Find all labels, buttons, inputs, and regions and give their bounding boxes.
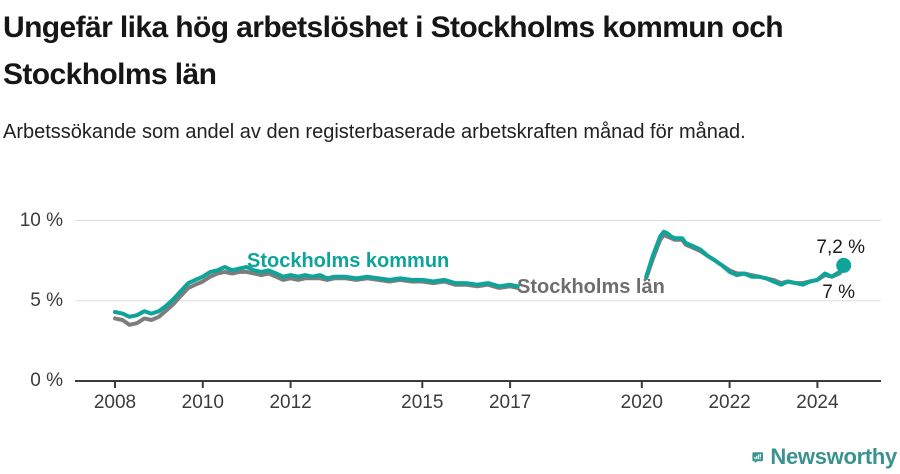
end-value-kommun: 7,2 % <box>816 237 865 258</box>
series-label-lan: Stockholms län <box>517 276 665 298</box>
y-tick-label: 0 % <box>30 370 63 391</box>
series-line-lan <box>113 269 520 327</box>
page-title: Ungefär lika hög arbetslöshet i Stockhol… <box>3 11 784 91</box>
x-tick-label: 2012 <box>269 392 312 413</box>
series-line-kommun <box>113 265 520 319</box>
end-dot-kommun <box>836 257 852 273</box>
end-value-lan: 7 % <box>822 282 855 303</box>
x-tick-label: 2015 <box>401 392 444 413</box>
x-tick-label: 2008 <box>93 392 137 413</box>
x-tick-label: 2022 <box>708 392 751 413</box>
brand-name: Newsworthy <box>770 444 897 469</box>
chart-subtitle: Arbetssökande som andel av den registerb… <box>3 121 746 143</box>
x-tick-label: 2024 <box>796 392 839 413</box>
y-tick-label: 10 % <box>19 209 63 231</box>
series-label-kommun: Stockholms kommun <box>247 250 450 272</box>
x-tick-label: 2017 <box>488 392 532 413</box>
y-tick-label: 5 % <box>30 289 63 311</box>
newsworthy-logo-icon <box>752 451 764 463</box>
brand-link[interactable]: Newsworthy <box>752 442 897 472</box>
x-tick-label: 2020 <box>620 392 663 413</box>
x-tick-label: 2010 <box>181 392 224 413</box>
